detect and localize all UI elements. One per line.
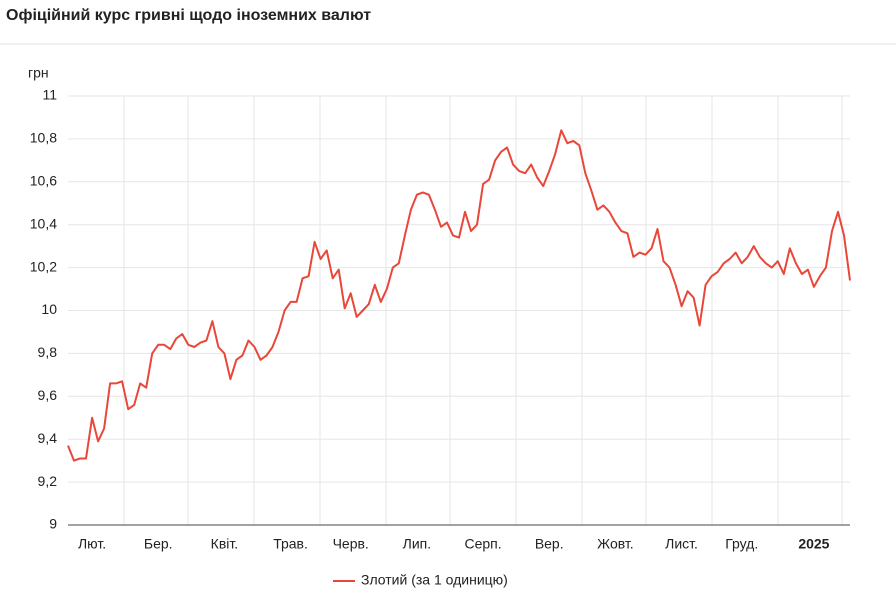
y-tick-label: 10,4 (30, 215, 57, 231)
y-tick-label: 10 (41, 301, 57, 317)
y-tick-label: 11 (42, 87, 57, 103)
x-tick-label: Лист. (665, 536, 698, 552)
y-tick-label: 9,2 (38, 473, 58, 489)
y-tick-label: 9 (49, 516, 57, 532)
y-tick-label: 10,6 (30, 173, 57, 189)
legend-label: Злотий (за 1 одиницю) (361, 572, 508, 588)
x-tick-label: Груд. (725, 536, 758, 552)
x-tick-label: Трав. (273, 536, 308, 552)
x-tick-label: 2025 (798, 536, 829, 552)
x-tick-label: Бер. (144, 536, 173, 552)
chart-title: Офіційний курс гривні щодо іноземних вал… (6, 7, 371, 24)
x-tick-label: Вер. (535, 536, 564, 552)
x-tick-label: Лют. (78, 536, 106, 552)
y-tick-label: 9,4 (38, 430, 58, 446)
x-tick-label: Черв. (333, 536, 369, 552)
x-tick-label: Квіт. (211, 536, 238, 552)
x-tick-label: Серп. (464, 536, 501, 552)
y-tick-label: 10,2 (30, 258, 57, 274)
x-tick-label: Лип. (403, 536, 431, 552)
y-tick-label: 9,6 (38, 387, 58, 403)
x-tick-label: Жовт. (597, 536, 633, 552)
y-axis-label: грн (28, 65, 49, 81)
line (67, 129, 851, 462)
y-tick-label: 10,8 (30, 130, 57, 146)
y-tick-label: 9,8 (38, 344, 58, 360)
